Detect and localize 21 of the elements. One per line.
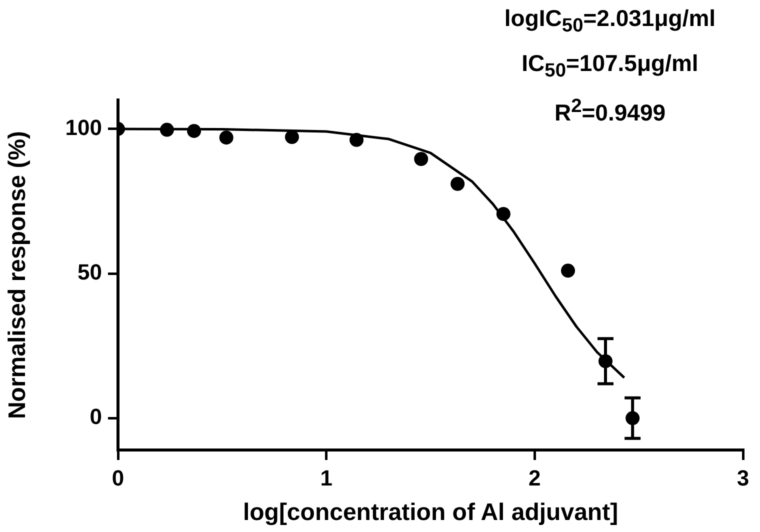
text: IC$_{50}$=107.5μg/ml [520,48,700,84]
y-axis-title: Normalised response (%) [4,130,32,420]
annotation: R$^{2}$=0.9499 [553,95,667,128]
point [450,176,465,191]
text: logIC$_{50}$=2.031μg/ml [503,4,717,39]
point [496,206,510,221]
x-tick-label: 0 [112,465,124,490]
y-tick-label: 50 [78,260,102,285]
point [561,264,575,278]
point [350,132,364,147]
y-tick-label: 0 [90,404,102,430]
x-tick-label: 2 [528,465,541,490]
x-axis-title: log[concentration of Al adjuvant] [242,499,618,526]
point [160,122,174,137]
x-tick-label: 3 [736,465,750,490]
point [414,152,428,166]
y-tick-label: 100 [65,114,102,140]
x-tick-label: 1 [320,465,332,490]
point [284,130,299,144]
point [219,130,234,145]
point [187,124,202,138]
